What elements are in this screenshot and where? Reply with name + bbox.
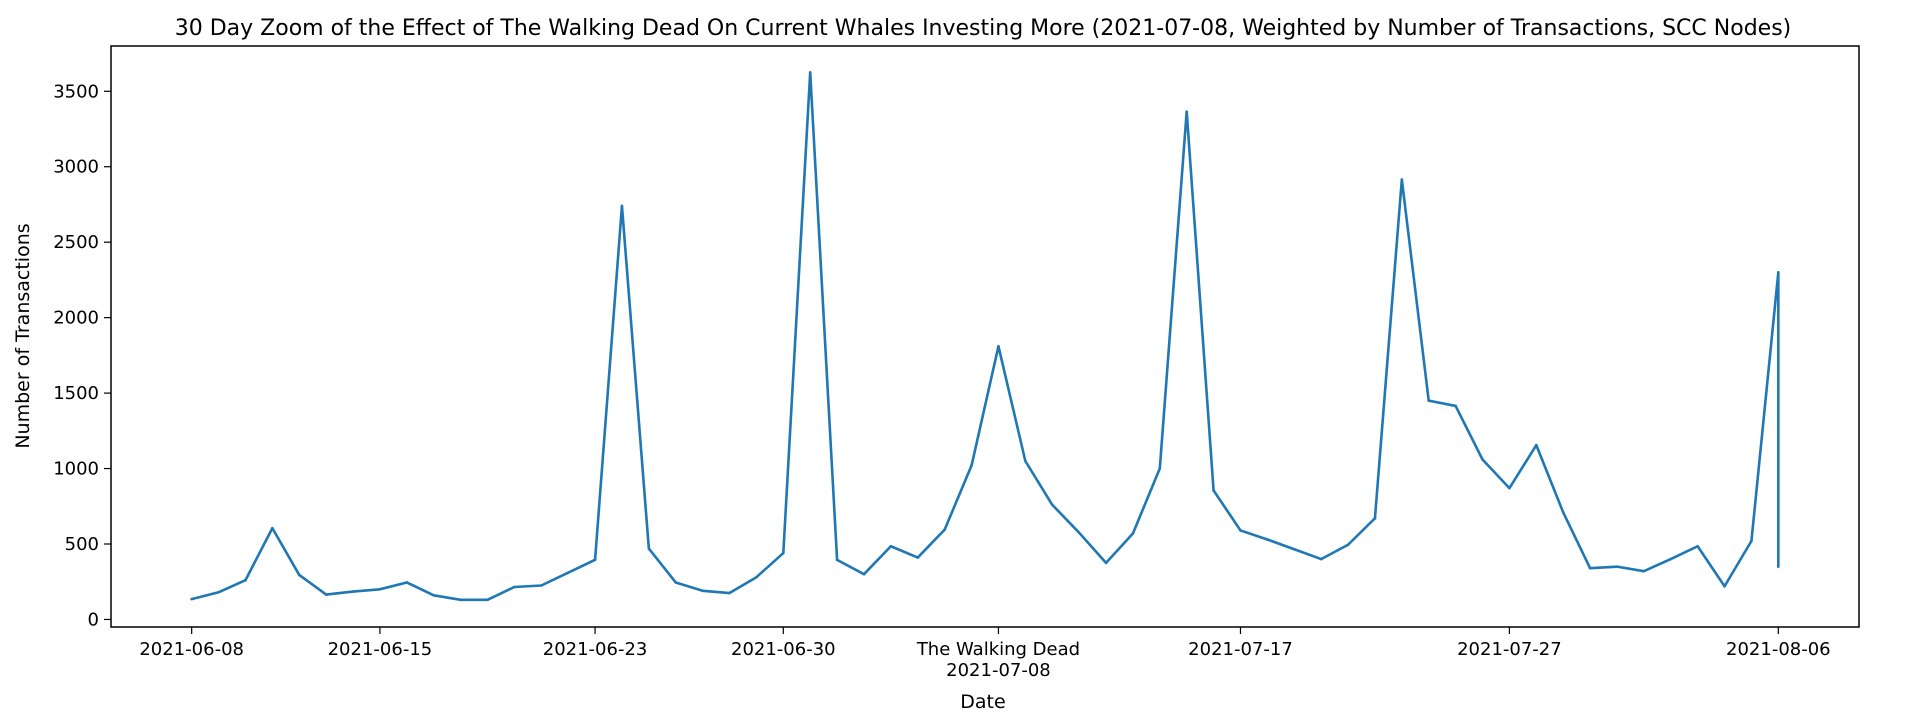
data-point	[1050, 503, 1054, 507]
data-point	[1750, 539, 1753, 543]
x-tick-label: 2021-06-30	[731, 639, 836, 660]
data-point	[297, 573, 301, 577]
y-axis-ticks: 0 500 1000 1500 2000 2500 3000 3500	[53, 81, 111, 630]
data-point	[1454, 404, 1457, 408]
data-point	[217, 590, 220, 594]
data-point	[1696, 544, 1699, 548]
data-point	[1534, 443, 1538, 447]
x-tick-label: The Walking Dead 2021-07-08	[916, 639, 1080, 681]
data-point	[1373, 517, 1377, 520]
data-point	[1561, 511, 1565, 514]
data-point	[1346, 543, 1350, 547]
y-tick-label: 2000	[53, 308, 99, 329]
data-point	[1319, 557, 1323, 561]
data-point	[1024, 459, 1027, 463]
data-point	[190, 597, 193, 601]
series-points	[190, 71, 1780, 602]
data-point	[728, 591, 731, 595]
data-point	[997, 345, 1000, 348]
data-point	[1131, 532, 1135, 535]
data-point	[808, 71, 812, 74]
data-point	[835, 558, 839, 562]
x-tick-label: 2021-07-17	[1188, 639, 1293, 660]
data-point	[916, 556, 920, 559]
data-point	[970, 464, 973, 467]
x-axis-label: Date	[960, 691, 1005, 713]
data-point	[539, 584, 543, 587]
data-point	[1669, 557, 1673, 561]
y-tick-label: 1000	[53, 459, 99, 480]
data-point	[378, 587, 382, 591]
data-point	[1292, 547, 1296, 551]
data-point	[1481, 458, 1484, 461]
data-point	[1723, 584, 1726, 588]
x-tick-label: 2021-08-06	[1726, 639, 1831, 660]
chart-title: 30 Day Zoom of the Effect of The Walking…	[175, 16, 1791, 41]
y-tick-label: 0	[88, 609, 99, 630]
data-point	[1508, 486, 1511, 490]
y-tick-label: 500	[65, 534, 99, 555]
data-point	[459, 598, 462, 602]
data-point	[1158, 467, 1162, 470]
data-point	[943, 528, 946, 531]
data-point	[782, 551, 785, 555]
data-point	[647, 547, 651, 550]
x-axis-ticks: 2021-06-08 2021-06-15 2021-06-23 2021-06-30…	[139, 627, 1831, 681]
data-point	[405, 581, 409, 584]
data-point	[1185, 110, 1188, 113]
y-tick-label: 3000	[53, 157, 99, 178]
data-point	[755, 575, 758, 579]
data-point	[1588, 566, 1592, 570]
data-point	[889, 544, 893, 548]
data-point	[486, 598, 489, 602]
data-point	[1212, 489, 1215, 492]
y-tick-label: 3500	[53, 81, 99, 102]
y-tick-label: 2500	[53, 232, 99, 253]
data-point	[1777, 271, 1780, 274]
y-tick-label: 1500	[53, 383, 99, 404]
data-point	[701, 589, 704, 593]
data-point	[271, 526, 274, 530]
data-point	[324, 593, 328, 596]
x-tick-label: 2021-06-23	[543, 639, 648, 660]
data-point	[1642, 569, 1646, 573]
data-point	[1266, 538, 1269, 541]
data-point	[432, 594, 436, 597]
data-point	[244, 578, 247, 582]
data-point	[566, 571, 570, 574]
x-tick-label: 2021-06-15	[328, 639, 433, 660]
x-tick-label: 2021-07-27	[1457, 639, 1562, 660]
data-point	[862, 572, 866, 576]
data-point	[1239, 529, 1242, 532]
data-point	[1427, 399, 1431, 402]
plot-area-frame	[110, 45, 1860, 628]
data-point	[513, 585, 516, 589]
data-point	[1615, 565, 1619, 568]
y-axis-label: Number of Transactions	[12, 223, 34, 448]
data-point	[620, 204, 624, 208]
data-point	[674, 581, 678, 584]
data-point	[1777, 565, 1780, 568]
data-point	[1104, 561, 1108, 565]
x-tick-label: 2021-06-08	[139, 639, 244, 660]
data-point	[593, 558, 597, 562]
data-point	[1077, 531, 1081, 534]
data-point	[1400, 178, 1404, 181]
data-point	[351, 590, 355, 593]
